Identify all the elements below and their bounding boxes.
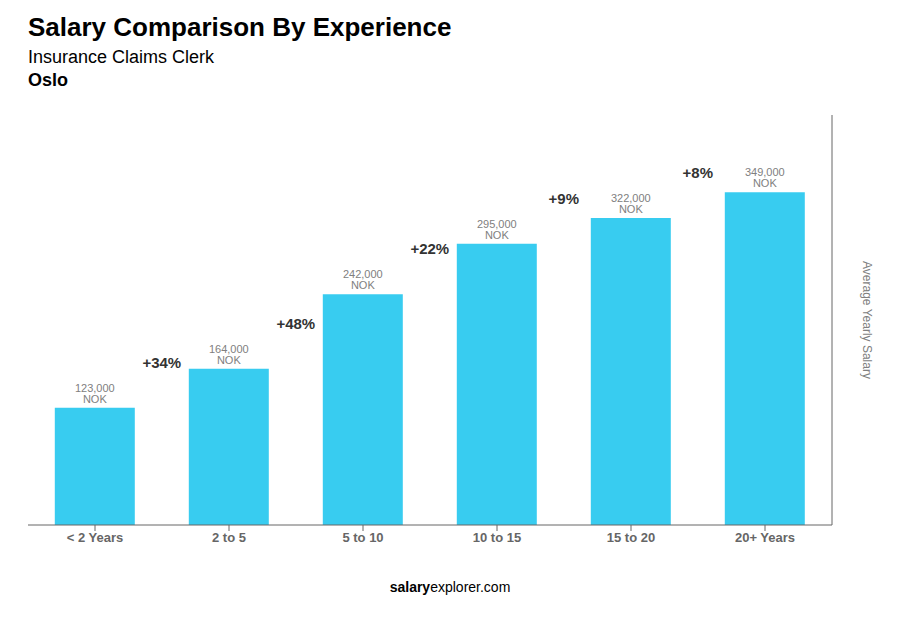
svg-text:+22%: +22% [410, 240, 449, 257]
svg-text:15 to 20: 15 to 20 [607, 530, 655, 545]
svg-text:+8%: +8% [683, 164, 713, 181]
svg-text:2 to 5: 2 to 5 [212, 530, 246, 545]
svg-text:10 to 15: 10 to 15 [473, 530, 521, 545]
svg-text:242,000NOK: 242,000NOK [343, 268, 383, 291]
svg-text:295,000NOK: 295,000NOK [477, 218, 517, 241]
svg-text:< 2 Years: < 2 Years [67, 530, 124, 545]
html-text:Salary Comparison By Experienc: Salary Comparison By Experience [28, 12, 452, 42]
html-text:salary explorer.com: salary explorer.com [389, 579, 511, 595]
svg-text:+48%: +48% [276, 315, 315, 332]
html-text:Insurance Claims Clerk: Insurance Claims Clerk [28, 47, 215, 67]
svg-text:164,000NOK: 164,000NOK [209, 343, 249, 366]
svg-text:Average Yearly Salary: Average Yearly Salary [860, 261, 874, 379]
svg-text:349,000NOK: 349,000NOK [745, 166, 785, 189]
svg-text:123,000NOK: 123,000NOK [75, 382, 115, 405]
svg-text:5 to 10: 5 to 10 [342, 530, 383, 545]
html-text:Oslo: Oslo [28, 70, 68, 90]
svg-text:20+ Years: 20+ Years [735, 530, 795, 545]
svg-text:322,000NOK: 322,000NOK [611, 192, 651, 215]
svg-text:+9%: +9% [549, 190, 579, 207]
svg-text:+34%: +34% [142, 354, 181, 371]
